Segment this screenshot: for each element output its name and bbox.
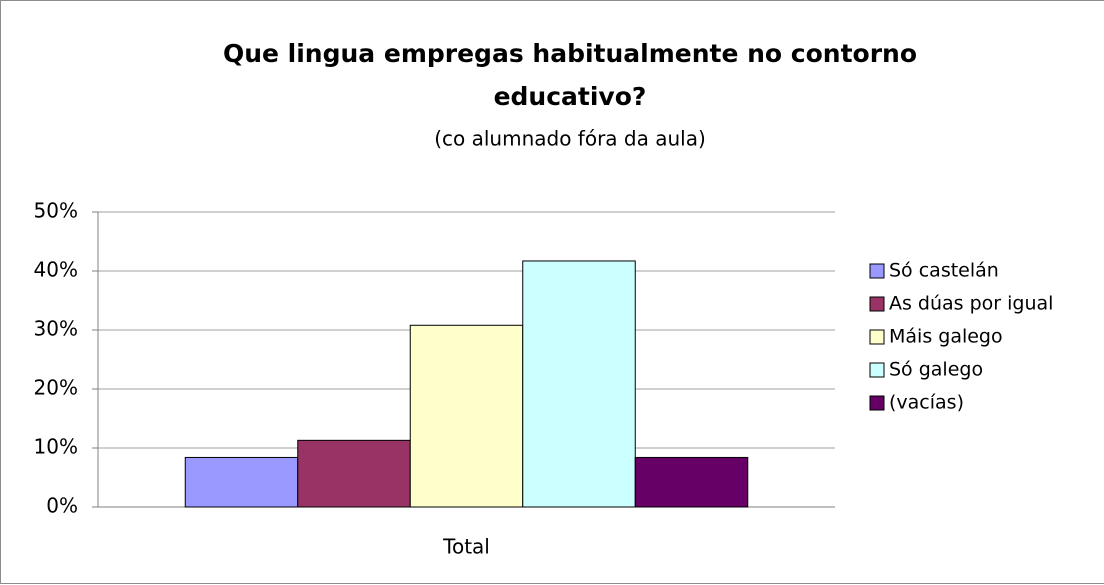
legend-label: Máis galego <box>889 326 1003 348</box>
chart-title: Que lingua empregas habitualmente no con… <box>223 39 917 68</box>
legend-swatch <box>869 362 885 378</box>
bar <box>634 456 749 508</box>
chart-subtitle: (co alumnado fóra da aula) <box>434 127 706 151</box>
x-tick-label: Total <box>442 535 490 559</box>
legend-label: (vacías) <box>889 392 964 414</box>
legend-swatch <box>869 263 885 279</box>
bar <box>297 439 411 508</box>
bar <box>184 456 299 508</box>
legend-label: Só galego <box>889 359 983 381</box>
bar <box>409 324 524 508</box>
y-tick-label: 20% <box>34 376 78 400</box>
chart-title: educativo? <box>494 82 647 111</box>
y-tick-label: 30% <box>34 317 78 341</box>
y-tick-label: 50% <box>34 199 78 223</box>
y-tick-label: 0% <box>46 494 78 518</box>
legend-label: As dúas por igual <box>889 293 1053 315</box>
legend-swatch <box>869 296 885 312</box>
bar <box>522 260 636 508</box>
y-tick-label: 40% <box>34 258 78 282</box>
legend-swatch <box>869 329 885 345</box>
legend-swatch <box>869 395 885 411</box>
y-tick-label: 10% <box>34 435 78 459</box>
legend-label: Só castelán <box>889 260 999 282</box>
